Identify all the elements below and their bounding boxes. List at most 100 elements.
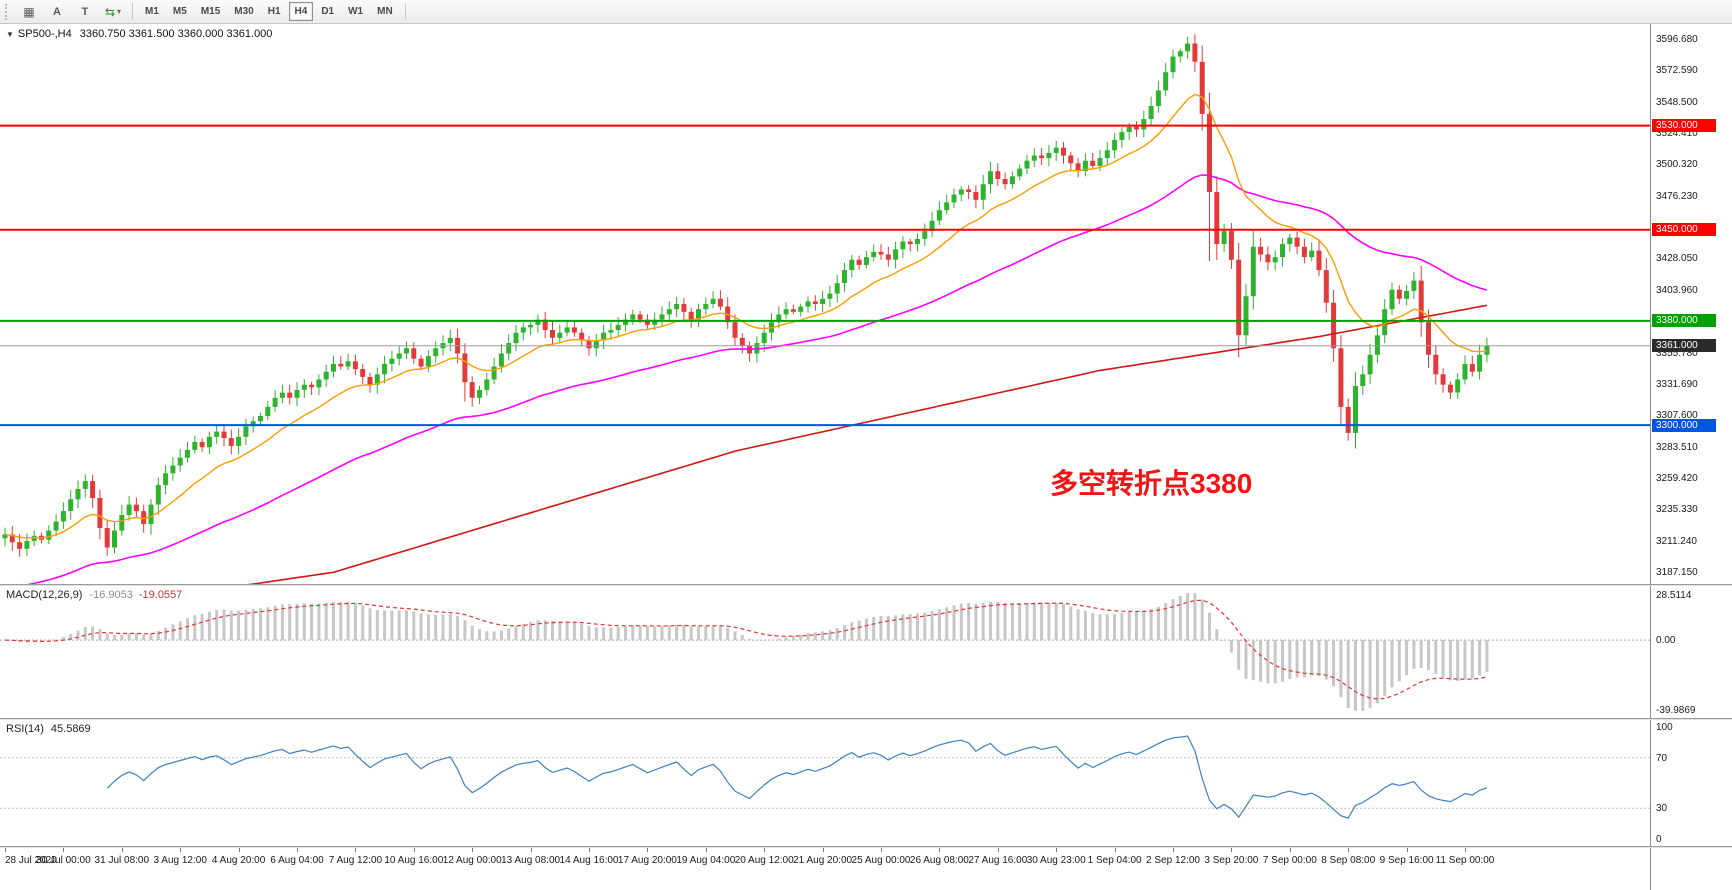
price-tick-label: 3355.780 — [1656, 347, 1698, 359]
time-tick — [1114, 848, 1116, 852]
autoscroll-icon[interactable]: A — [53, 5, 61, 18]
time-label: 7 Aug 12:00 — [328, 855, 383, 866]
timeframe-button-mn[interactable]: MN — [377, 6, 393, 17]
price-tick-label: 3331.690 — [1656, 378, 1698, 390]
price-axis[interactable]: 3187.150 3211.240 3235.330 3259.420 3283.510… — [1650, 24, 1732, 890]
time-label: 27 Aug 16:00 — [968, 855, 1028, 866]
time-tick — [1348, 848, 1350, 852]
macd-histogram — [10, 593, 1489, 711]
panel-divider-2[interactable] — [0, 718, 1732, 720]
time-tick — [238, 848, 240, 852]
price-tick-label: 3283.510 — [1656, 441, 1698, 453]
price-tick-label: 3259.420 — [1656, 473, 1698, 484]
ma-fast-line[interactable] — [4, 93, 1487, 539]
macd-value-main: -16.9053 — [89, 589, 133, 601]
rsi-axis-70: 70 — [1656, 752, 1668, 764]
time-tick — [997, 848, 999, 852]
time-tick — [822, 848, 824, 852]
timeframe-button-m15[interactable]: M15 — [200, 6, 221, 17]
text-tool-icon[interactable]: T — [81, 5, 89, 18]
price-tick-label: 3403.960 — [1656, 284, 1698, 296]
rsi-panel[interactable] — [0, 720, 1650, 846]
chart-area: ▼ SP500-,H4 3360.750 3361.500 3360.000 336… — [0, 24, 1732, 890]
macd-axis-max: 28.5114 — [1656, 590, 1692, 601]
macd-signal-line — [4, 599, 1488, 700]
timeframe-button-m5[interactable]: M5 — [172, 6, 187, 17]
time-label: 26 Aug 08:00 — [909, 855, 969, 866]
time-label: 28 Jul 2020 — [5, 855, 57, 866]
time-label: 17 Aug 20:00 — [617, 855, 677, 866]
time-tick — [647, 848, 649, 852]
dropdown-caret-icon[interactable]: ▾ — [117, 7, 122, 16]
time-label: 4 Aug 20:00 — [211, 855, 266, 866]
timeframe-button-h4[interactable]: H4 — [288, 2, 314, 21]
rsi-title: RSI(14) 45.5869 — [6, 723, 91, 735]
hline-badge-3530.000: 3530.000 — [1652, 119, 1716, 133]
time-label: 6 Aug 04:00 — [270, 855, 324, 866]
time-label: 30 Jul 00:00 — [36, 855, 91, 866]
time-tick — [1406, 848, 1408, 852]
macd-panel[interactable] — [0, 586, 1650, 718]
timeframe-button-h1[interactable]: H1 — [267, 6, 281, 17]
time-tick — [63, 848, 65, 852]
time-label: 30 Aug 23:00 — [1026, 855, 1086, 866]
timeframe-button-d1[interactable]: D1 — [321, 6, 335, 17]
timeframe-button-w1[interactable]: W1 — [348, 6, 364, 17]
toolbar-separator — [132, 3, 133, 20]
time-tick — [297, 848, 298, 852]
time-tick — [1465, 848, 1466, 852]
price-tick-label: 3548.500 — [1656, 96, 1698, 108]
time-label: 12 Aug 00:00 — [442, 855, 502, 866]
price-tick-label: 3500.320 — [1656, 159, 1698, 171]
time-tick — [705, 848, 707, 852]
chart-shift-icon[interactable]: ⇆ ▾ — [104, 4, 122, 19]
rsi-line — [106, 735, 1488, 819]
time-label: 13 Aug 08:00 — [501, 855, 561, 866]
hline-badge-3450.000: 3450.000 — [1652, 223, 1716, 237]
chart-annotation-text[interactable]: 多空转折点3380 — [1050, 468, 1253, 499]
price-tick-label: 3524.410 — [1656, 127, 1698, 139]
time-tick — [413, 848, 415, 852]
toolbar: ▦ A T ⇆ ▾ M1 M5 M15 M30 H1 H4 D1 W1 MN — [0, 0, 1732, 24]
ma-long-line[interactable] — [209, 304, 1488, 584]
time-tick — [5, 848, 6, 852]
collapse-arrow-icon[interactable]: ▼ — [6, 30, 14, 39]
panel-divider-1[interactable] — [0, 584, 1732, 586]
time-tick — [1231, 848, 1233, 852]
time-label: 9 Sep 16:00 — [1379, 855, 1434, 866]
macd-title: MACD(12,26,9) -16.9053 -19.0557 — [6, 589, 182, 601]
toolbar-grip[interactable] — [5, 3, 11, 20]
time-label: 31 Jul 08:00 — [94, 855, 150, 866]
price-chart[interactable] — [0, 24, 1650, 584]
timeframe-button-m1[interactable]: M1 — [145, 6, 159, 17]
time-tick — [355, 848, 357, 852]
time-tick — [589, 848, 590, 852]
ma-slow-line[interactable] — [5, 174, 1488, 584]
symbol-header: ▼ SP500-,H4 3360.750 3361.500 3360.000 336… — [6, 28, 272, 40]
current-price-badge: 3361.000 — [1652, 339, 1716, 353]
hline-badge-3300.000: 3300.000 — [1652, 418, 1716, 432]
price-tick-label: 3307.600 — [1656, 410, 1698, 422]
toolbar-separator-2 — [404, 3, 406, 20]
time-axis[interactable]: 28 Jul 2020 30 Jul 00:00 31 Jul 08:00 3 Aug… — [0, 848, 1650, 876]
price-tick-label: 3428.050 — [1656, 253, 1698, 265]
price-tick-label: 3235.330 — [1656, 504, 1698, 516]
time-label: 11 Sep 00:00 — [1435, 855, 1495, 866]
time-label: 1 Sep 04:00 — [1087, 855, 1142, 866]
macd-axis-min: -39.9869 — [1656, 705, 1696, 716]
time-tick — [1173, 848, 1174, 852]
tile-windows-icon[interactable]: ▦ — [23, 4, 35, 19]
time-tick — [472, 848, 474, 852]
rsi-axis-0: 0 — [1656, 834, 1662, 845]
time-tick — [939, 848, 941, 852]
panel-divider-3[interactable] — [0, 846, 1732, 848]
time-label: 2 Sep 12:00 — [1146, 855, 1200, 866]
price-tick-label: 3211.240 — [1656, 535, 1697, 547]
price-tick-label: 3476.230 — [1656, 190, 1698, 202]
time-label: 10 Aug 16:00 — [384, 855, 444, 866]
time-label: 19 Aug 04:00 — [676, 855, 736, 866]
time-label: 25 Aug 00:00 — [851, 855, 911, 866]
timeframe-button-m30[interactable]: M30 — [234, 6, 254, 17]
rsi-axis-30: 30 — [1656, 803, 1668, 815]
symbol-timeframe-label: SP500-,H4 — [17, 28, 72, 40]
